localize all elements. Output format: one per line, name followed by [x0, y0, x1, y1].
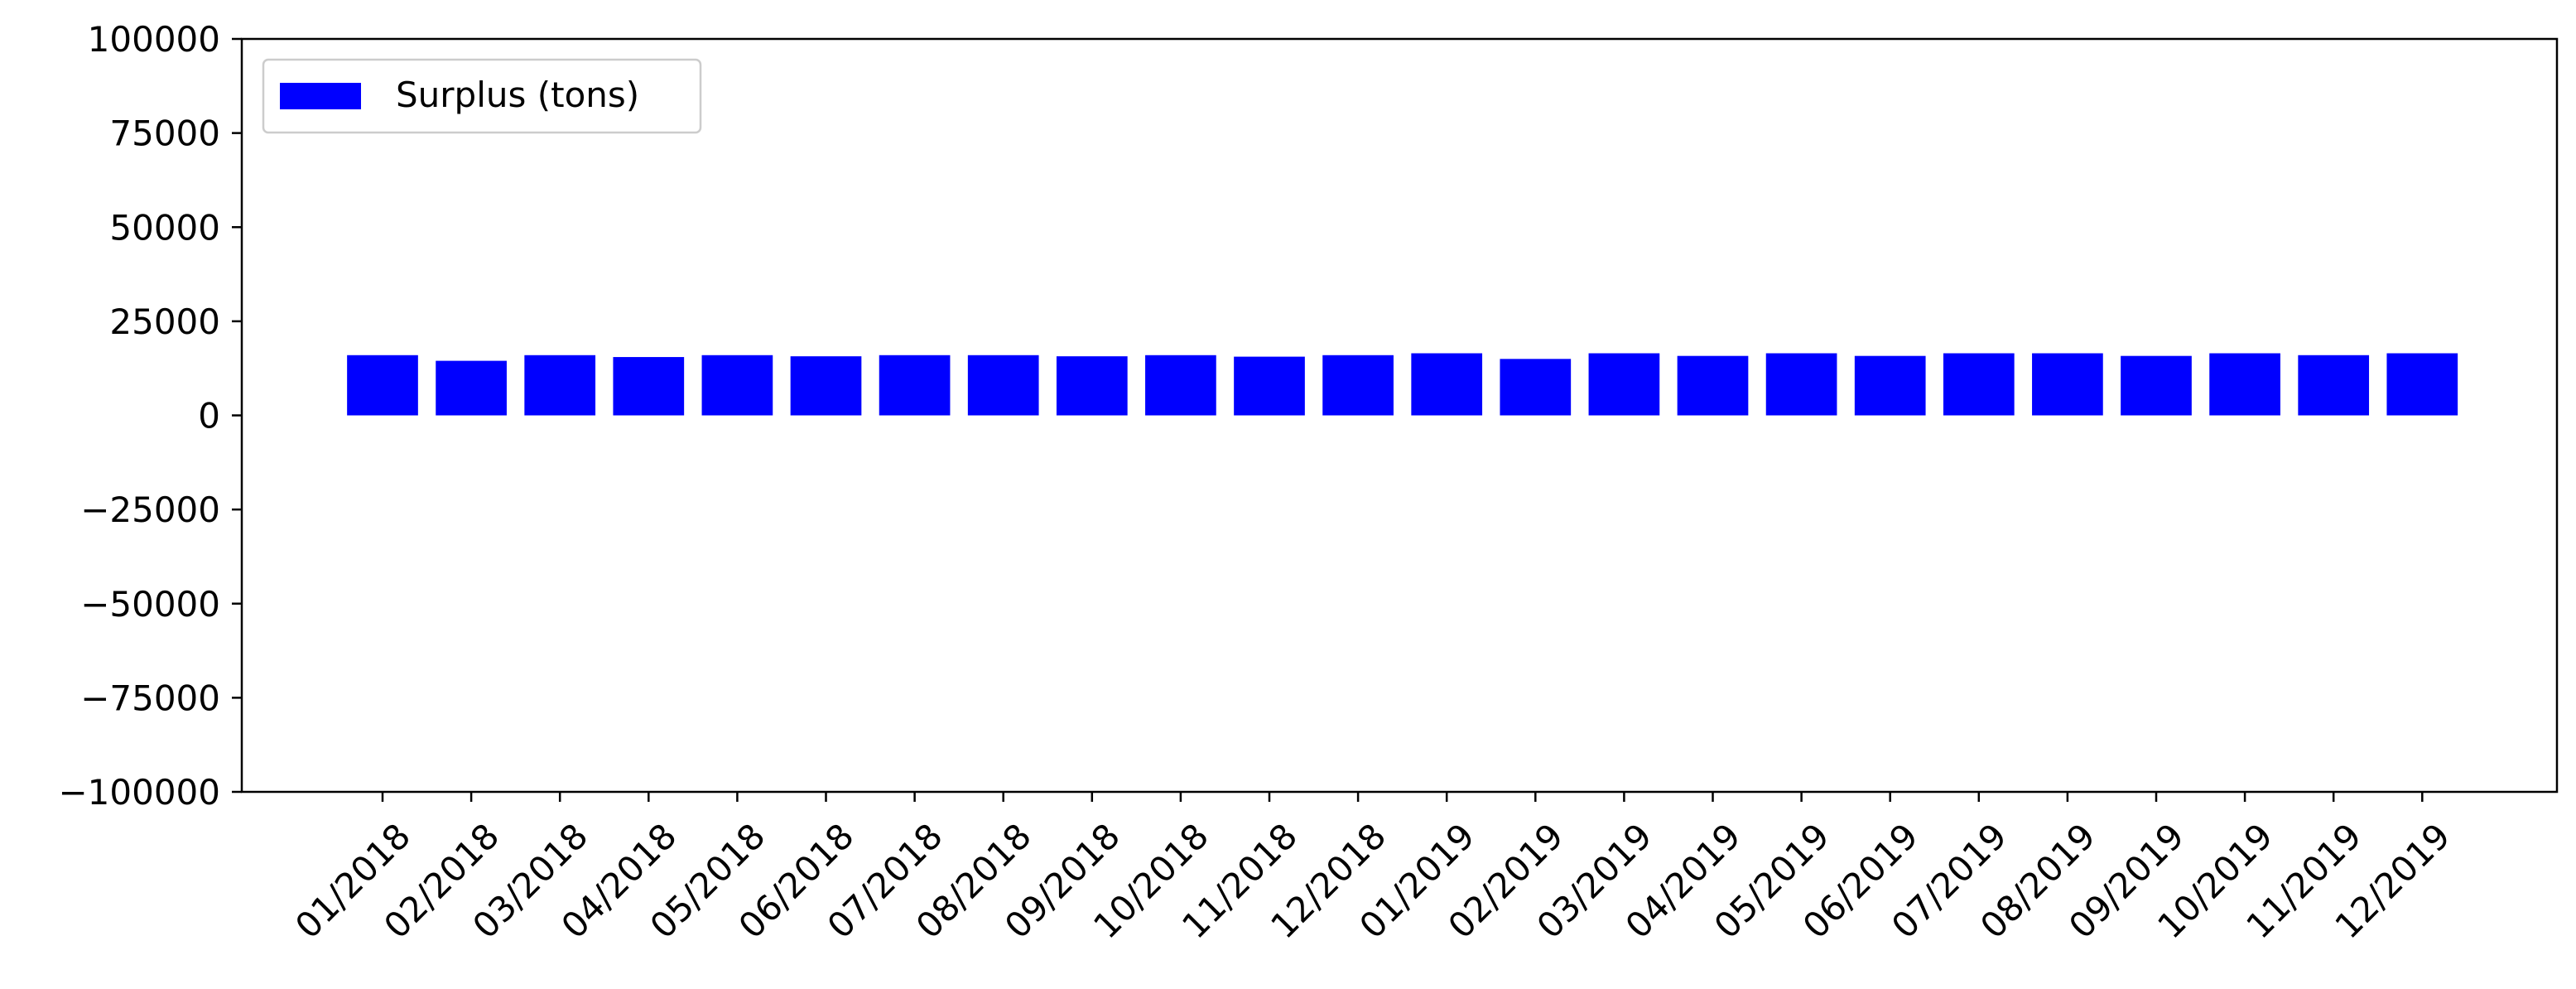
bars-group	[347, 353, 2458, 416]
bar-03-2019	[1588, 353, 1660, 416]
bar-01-2018	[347, 355, 418, 416]
y-tick-label: 50000	[109, 207, 220, 248]
y-tick-label: −75000	[80, 678, 220, 718]
y-tick-label: −50000	[80, 584, 220, 625]
bar-12-2018	[1322, 355, 1394, 416]
legend-swatch	[280, 83, 361, 109]
bar-09-2019	[2121, 355, 2192, 416]
bar-05-2019	[1765, 353, 1837, 416]
bar-04-2018	[613, 357, 685, 416]
bar-06-2019	[1854, 355, 1926, 416]
bar-10-2018	[1145, 355, 1216, 416]
bar-05-2018	[701, 355, 773, 416]
y-tick-label: −25000	[80, 490, 220, 530]
bar-08-2019	[2032, 353, 2103, 416]
y-tick-label: −100000	[58, 772, 220, 813]
y-tick-label: 0	[198, 396, 220, 437]
bar-11-2018	[1234, 356, 1305, 416]
legend: Surplus (tons)	[262, 58, 702, 134]
bar-06-2018	[790, 356, 862, 416]
bar-01-2019	[1411, 353, 1483, 416]
bar-11-2019	[2298, 355, 2370, 416]
bar-02-2018	[436, 360, 507, 416]
bar-03-2018	[524, 355, 596, 416]
bar-07-2019	[1943, 353, 2015, 416]
legend-box	[262, 58, 702, 134]
bar-04-2019	[1677, 355, 1749, 416]
bar-10-2019	[2209, 353, 2280, 416]
y-tick-label: 25000	[109, 302, 220, 342]
y-tick-label: 100000	[88, 19, 220, 60]
bar-07-2018	[879, 355, 951, 416]
bar-09-2018	[1056, 356, 1128, 416]
bar-02-2019	[1500, 359, 1572, 416]
legend-label: Surplus (tons)	[396, 75, 639, 115]
y-axis: 100000 75000 50000 25000 0 −25000 −50000 −75000…	[58, 19, 242, 813]
y-tick-label: 75000	[109, 113, 220, 154]
bar-08-2018	[967, 355, 1039, 416]
x-axis: 01/201802/201803/201804/201805/201806/20…	[287, 792, 2458, 947]
bar-12-2019	[2386, 353, 2458, 416]
